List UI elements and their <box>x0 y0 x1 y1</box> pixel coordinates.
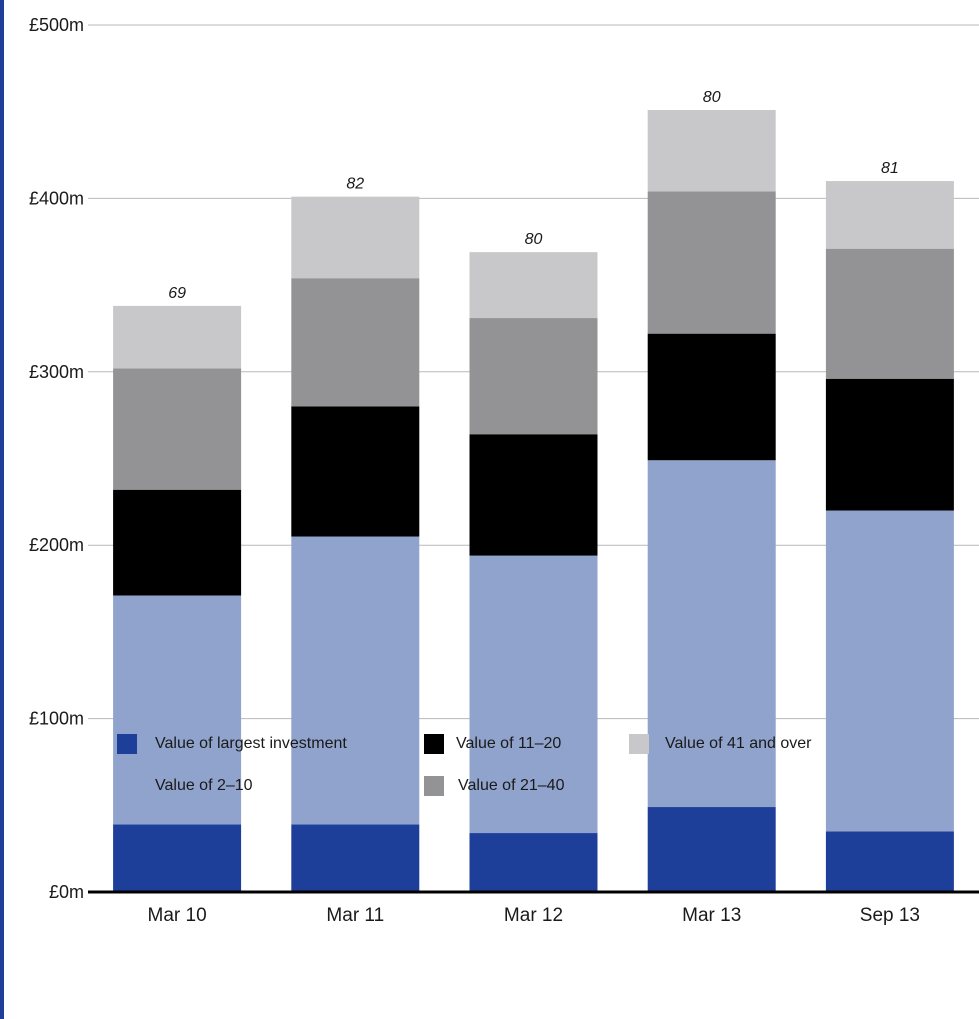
bar-segment <box>825 248 954 379</box>
left-accent-rule <box>0 0 4 1019</box>
y-tick-label: £0m <box>49 882 84 902</box>
y-axis-ticks: £0m £100m £200m £300m £400m £500m <box>29 15 84 902</box>
data-label: 69 <box>168 285 186 302</box>
y-tick-label: £500m <box>29 15 84 35</box>
bar-segment <box>113 824 242 892</box>
bar-segment <box>291 824 420 892</box>
bar-segment <box>647 460 776 808</box>
data-label: 81 <box>881 160 899 177</box>
y-tick-label: £300m <box>29 362 84 382</box>
bar-segment <box>825 181 954 249</box>
bar-segment <box>469 434 598 556</box>
x-tick-label: Mar 11 <box>326 905 384 926</box>
bar-segment <box>291 196 420 279</box>
bar-segment <box>113 305 242 369</box>
data-label: 82 <box>346 176 364 193</box>
bar-segment <box>469 318 598 435</box>
bar-segment <box>469 833 598 892</box>
y-tick-label: £200m <box>29 535 84 555</box>
bar-segment <box>113 368 242 490</box>
x-tick-label: Mar 12 <box>504 905 563 926</box>
bar-segment <box>647 191 776 334</box>
data-label: 80 <box>703 89 721 106</box>
x-tick-label: Mar 13 <box>682 905 741 926</box>
y-tick-label: £100m <box>29 709 84 729</box>
bar-segment <box>291 536 420 825</box>
bar-segment <box>291 406 420 537</box>
x-axis-categories: Mar 10 Mar 11 Mar 12 Mar 13 Sep 13 <box>148 905 920 926</box>
data-labels: 69 82 80 80 81 <box>168 89 899 302</box>
bar-segment <box>469 555 598 834</box>
bar-segment <box>825 378 954 511</box>
bar-segment <box>291 278 420 407</box>
bar-segment <box>469 252 598 319</box>
x-tick-label: Mar 10 <box>148 905 207 926</box>
bar-segment <box>825 510 954 832</box>
bar-segment <box>647 333 776 461</box>
bar-segment <box>647 807 776 892</box>
bar-segment <box>647 109 776 192</box>
y-tick-label: £400m <box>29 188 84 208</box>
bar-segment <box>113 489 242 596</box>
bar-segment <box>825 831 954 892</box>
bar-segment <box>113 595 242 825</box>
bars <box>113 109 954 892</box>
data-label: 80 <box>525 231 543 248</box>
x-tick-label: Sep 13 <box>860 905 920 926</box>
